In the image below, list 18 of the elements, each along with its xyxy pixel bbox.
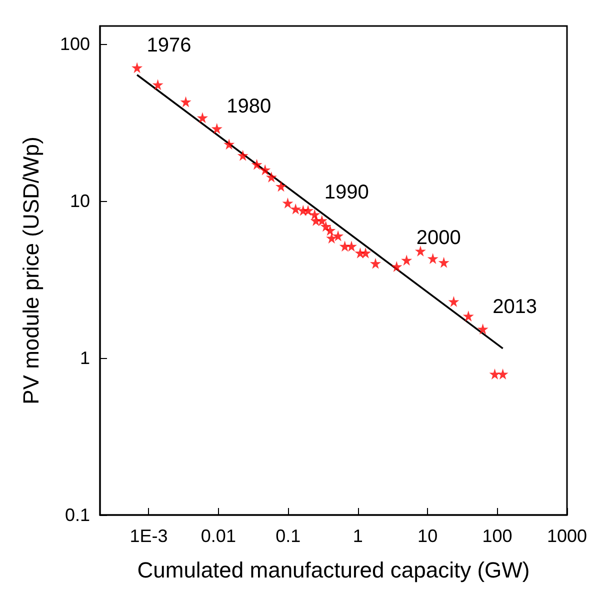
y-axis-title: PV module price (USD/Wp): [18, 136, 44, 404]
annotation: 2000: [416, 227, 461, 250]
x-tick-label: 0.01: [200, 526, 236, 546]
x-tick-label: 1E-3: [130, 526, 168, 546]
annotation: 1990: [324, 181, 369, 204]
x-tick-label: 100: [482, 526, 512, 546]
annotation: 1980: [226, 96, 272, 118]
annotation: 1976: [146, 34, 192, 57]
annotation: 2013: [492, 296, 538, 318]
x-tick-label: 10: [418, 526, 438, 546]
y-tick-label: 1: [80, 348, 90, 368]
x-axis-title: Cumulated manufactured capacity (GW): [137, 558, 530, 582]
x-tick-label: 1000: [546, 526, 588, 546]
x-tick-label: 1: [352, 526, 363, 546]
y-tick-label: 0.1: [64, 505, 90, 525]
x-tick-label: 0.1: [276, 526, 301, 546]
y-tick-label: 10: [70, 190, 90, 211]
y-tick-label: 100: [60, 34, 90, 54]
